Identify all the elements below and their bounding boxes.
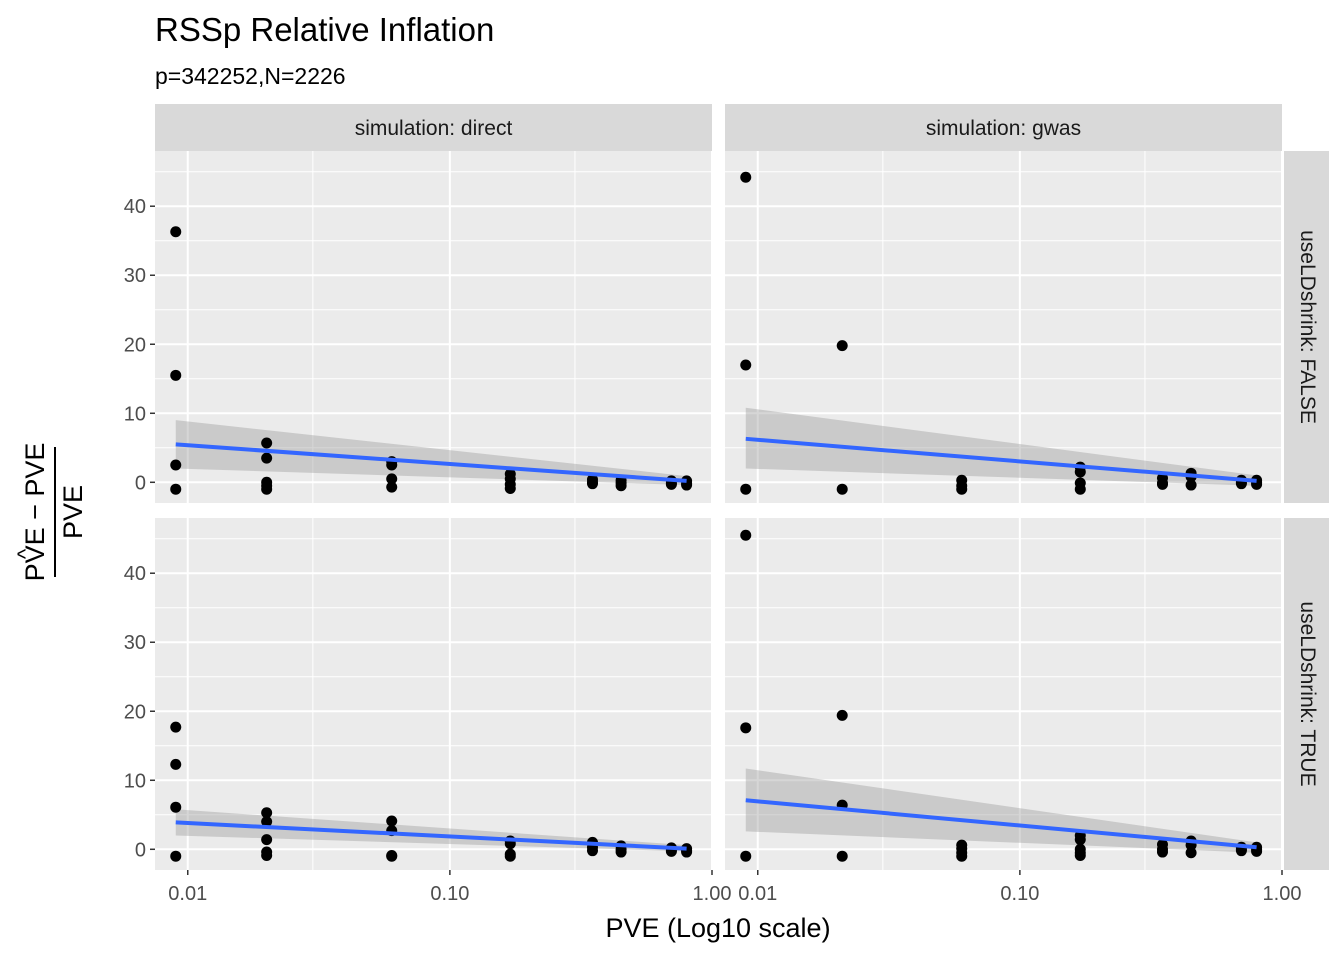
row-strip	[1284, 518, 1329, 870]
data-point	[1074, 466, 1086, 478]
confidence-band	[745, 768, 1257, 853]
data-point	[1156, 846, 1168, 858]
data-point	[1074, 834, 1086, 846]
data-point	[586, 845, 598, 857]
data-point	[504, 850, 516, 862]
data-point	[261, 437, 273, 449]
data-point	[386, 473, 398, 485]
data-point	[1156, 478, 1168, 490]
y-axis-title: PVE − PVE ^ PVE	[13, 443, 88, 582]
y-tick-label: 10	[124, 770, 146, 792]
data-point	[261, 850, 273, 862]
x-tick-label: 1.00	[1263, 883, 1302, 905]
fit-line	[175, 820, 687, 851]
chart-title: RSSp Relative Inflation	[155, 11, 494, 48]
y-axis-title-numerator: PVE − PVE	[20, 443, 50, 582]
panel-background	[155, 151, 712, 503]
data-point	[1185, 479, 1197, 491]
data-point	[170, 850, 182, 862]
data-point	[261, 834, 273, 846]
y-tick-label: 0	[135, 472, 146, 494]
column-strip-label: simulation: direct	[355, 117, 513, 140]
data-point	[836, 483, 848, 495]
data-point	[170, 721, 182, 733]
y-tick-label: 10	[124, 403, 146, 425]
column-strip	[725, 104, 1282, 151]
data-point	[261, 816, 273, 828]
y-tick-label: 40	[124, 563, 146, 585]
y-tick-label: 30	[124, 265, 146, 287]
data-point	[956, 850, 968, 862]
data-point	[740, 483, 752, 495]
confidence-band	[175, 420, 687, 486]
y-tick-label: 20	[124, 334, 146, 356]
row-strip-label: useLDshrink: TRUE	[1296, 601, 1319, 786]
facet-panel	[155, 518, 713, 870]
data-point	[836, 709, 848, 721]
data-point	[504, 483, 516, 495]
facet-panel	[725, 151, 1283, 503]
y-tick-label: 30	[124, 632, 146, 654]
x-tick-label: 0.01	[168, 883, 207, 905]
panel-background	[725, 518, 1282, 870]
data-point	[740, 722, 752, 734]
confidence-band	[745, 407, 1257, 486]
data-point	[170, 369, 182, 381]
data-point	[586, 478, 598, 490]
x-axis-title: PVE (Log10 scale)	[605, 913, 830, 943]
y-tick-label: 20	[124, 701, 146, 723]
fit-line	[745, 436, 1257, 483]
row-strip	[1284, 151, 1329, 503]
data-point	[740, 850, 752, 862]
data-point	[386, 815, 398, 827]
data-point	[386, 459, 398, 471]
data-point	[1185, 847, 1197, 859]
data-point	[740, 529, 752, 541]
y-tick-label: 0	[135, 839, 146, 861]
data-point	[740, 171, 752, 183]
x-tick-label: 0.10	[1000, 883, 1039, 905]
data-point	[386, 850, 398, 862]
panel-background	[155, 518, 712, 870]
x-tick-label: 1.00	[693, 883, 732, 905]
data-point	[170, 758, 182, 770]
data-point	[170, 459, 182, 471]
column-strip-label: simulation: gwas	[926, 117, 1081, 140]
row-strip-label: useLDshrink: FALSE	[1296, 230, 1319, 424]
x-tick-label: 0.10	[430, 883, 469, 905]
data-point	[386, 481, 398, 493]
column-strip	[155, 104, 712, 151]
data-point	[261, 452, 273, 464]
y-axis-title-denominator: PVE	[58, 485, 88, 539]
facet-panels: simulation: direct simulation: gwas useLDs…	[124, 104, 1329, 905]
y-axis-title-hat: ^	[13, 548, 38, 559]
facet-panel	[725, 518, 1283, 870]
data-point	[836, 340, 848, 352]
facet-panel	[155, 151, 713, 503]
data-point	[836, 850, 848, 862]
data-point	[740, 359, 752, 371]
data-point	[615, 846, 627, 858]
fit-line	[745, 798, 1257, 850]
data-point	[615, 480, 627, 492]
y-tick-label: 40	[124, 196, 146, 218]
data-point	[170, 801, 182, 813]
data-point	[261, 807, 273, 819]
data-point	[261, 483, 273, 495]
x-tick-label: 0.01	[738, 883, 777, 905]
data-point	[170, 483, 182, 495]
chart-subtitle: p=342252,N=2226	[155, 63, 346, 89]
data-point	[956, 483, 968, 495]
fit-line	[175, 442, 687, 483]
data-point	[1074, 483, 1086, 495]
data-point	[170, 226, 182, 238]
data-point	[1074, 850, 1086, 862]
